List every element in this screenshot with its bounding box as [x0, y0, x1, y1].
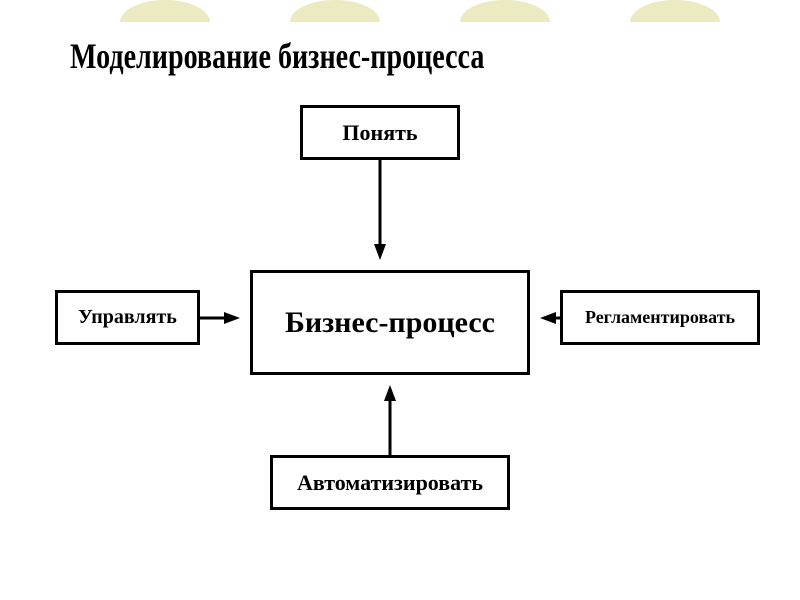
decor-arc — [290, 0, 380, 22]
node-left-label: Управлять — [78, 306, 177, 329]
node-bottom: Автоматизировать — [270, 455, 510, 510]
node-top-label: Понять — [342, 120, 417, 146]
page-title: Моделирование бизнес-процесса — [70, 35, 484, 77]
node-top: Понять — [300, 105, 460, 160]
decor-arc — [630, 0, 720, 22]
node-left: Управлять — [55, 290, 200, 345]
decor-arc — [120, 0, 210, 22]
node-center-label: Бизнес-процесс — [285, 306, 495, 340]
node-right-label: Регламентировать — [585, 307, 735, 328]
decor-arc — [460, 0, 550, 22]
node-right: Регламентировать — [560, 290, 760, 345]
node-center: Бизнес-процесс — [250, 270, 530, 375]
node-bottom-label: Автоматизировать — [297, 470, 483, 496]
